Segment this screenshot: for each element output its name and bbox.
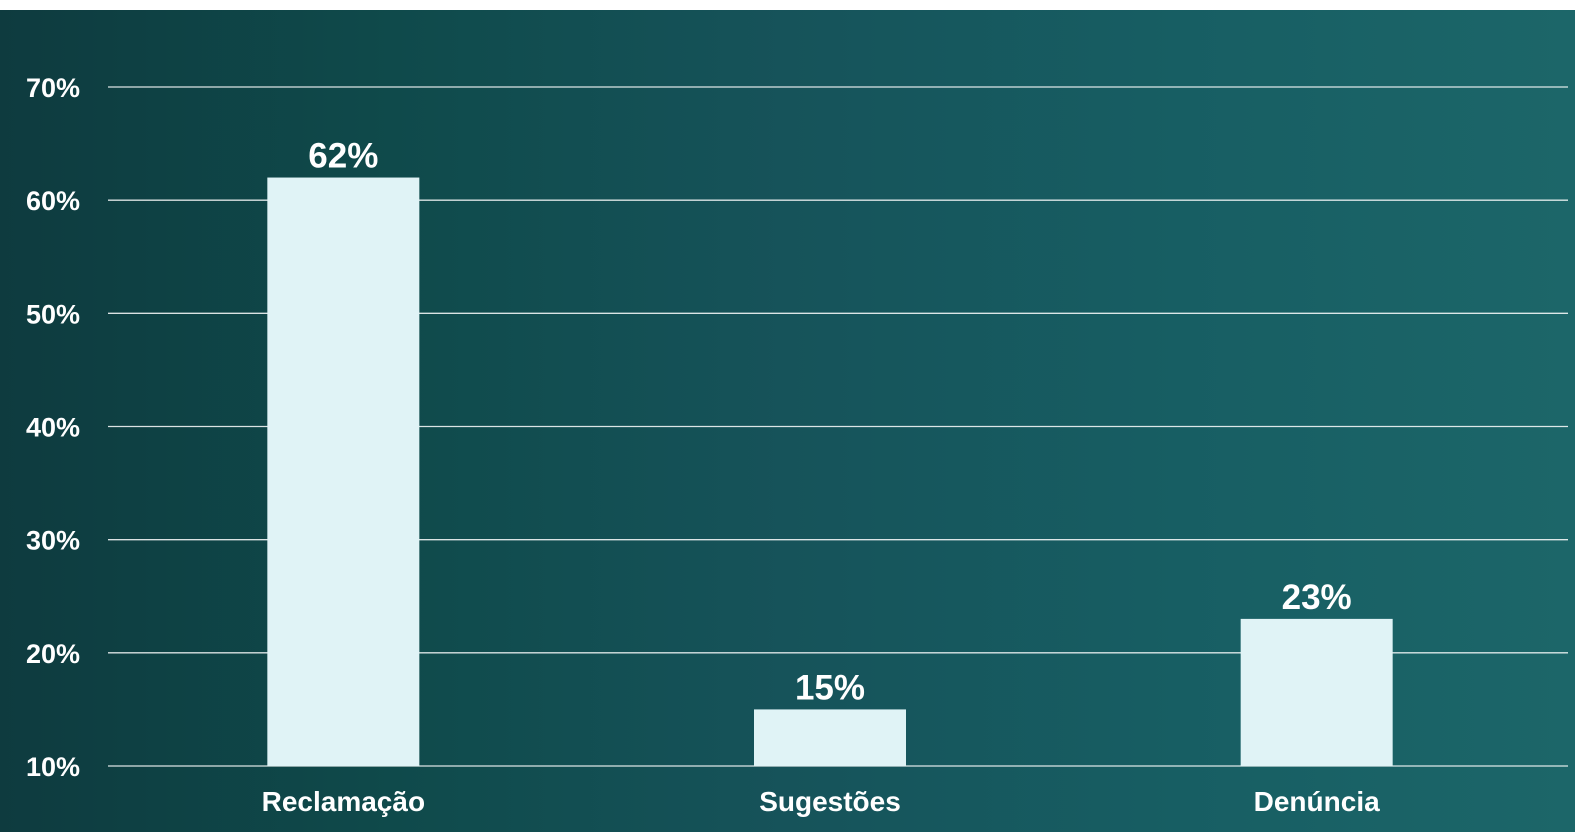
bar <box>267 177 420 767</box>
x-category-label: Sugestões <box>759 786 901 817</box>
y-tick-label: 40% <box>26 413 80 443</box>
y-tick-label: 50% <box>26 299 80 329</box>
bars <box>267 177 1393 767</box>
y-tick-label: 30% <box>26 526 80 556</box>
x-axis-categories: Reclamação Sugestões Denúncia <box>262 786 1380 817</box>
y-tick-label: 60% <box>26 186 80 216</box>
x-category-label: Denúncia <box>1254 786 1380 817</box>
y-tick-label: 20% <box>26 639 80 669</box>
bar-chart: 10% 20% 30% 40% 50% 60% 70% 62% 15% 23% Reclamaç… <box>26 73 1568 817</box>
bar <box>754 709 906 766</box>
x-category-label: Reclamação <box>262 786 425 817</box>
y-tick-label: 10% <box>26 752 80 782</box>
y-axis-ticks: 10% 20% 30% 40% 50% 60% 70% <box>26 73 80 782</box>
data-label: 62% <box>308 137 378 176</box>
bar <box>1240 618 1393 766</box>
y-tick-label: 70% <box>26 73 80 103</box>
data-labels: 62% 15% 23% <box>308 137 1351 708</box>
chart-area: 10% 20% 30% 40% 50% 60% 70% 62% 15% 23% Reclamaç… <box>0 10 1575 832</box>
data-label: 15% <box>795 668 865 707</box>
data-label: 23% <box>1282 578 1352 617</box>
